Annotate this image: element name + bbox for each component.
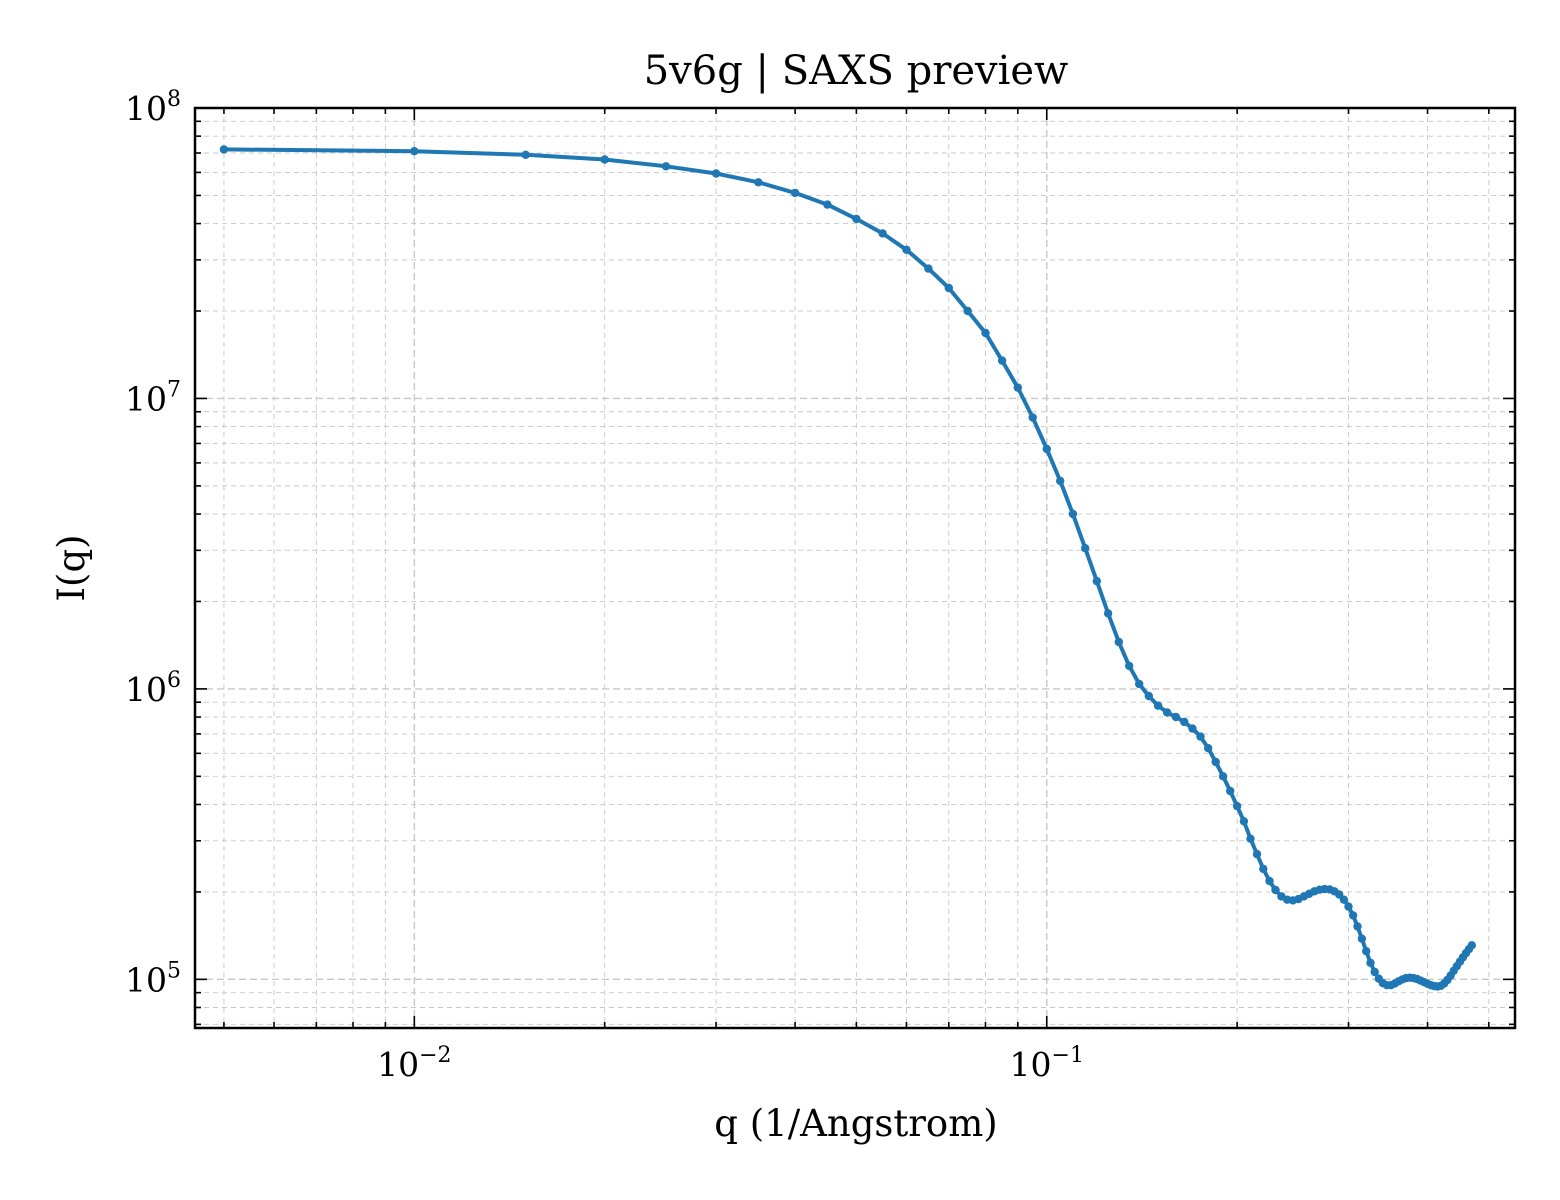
data-point bbox=[1056, 476, 1065, 486]
data-point bbox=[1013, 383, 1022, 392]
data-point bbox=[1265, 876, 1274, 886]
chart-title: 5v6g | SAXS preview bbox=[644, 48, 1069, 94]
data-point bbox=[1357, 934, 1367, 943]
x-tick-label: 10−2 bbox=[377, 1043, 451, 1084]
data-point bbox=[1467, 941, 1477, 950]
data-point bbox=[1218, 772, 1228, 781]
data-point bbox=[1271, 885, 1280, 895]
data-point bbox=[878, 229, 887, 238]
data-point bbox=[1042, 444, 1052, 454]
data-point bbox=[963, 306, 972, 316]
data-point bbox=[410, 147, 419, 156]
x-axis-label: q (1/Angstrom) bbox=[714, 1102, 997, 1145]
data-point bbox=[1068, 509, 1078, 519]
data-point bbox=[661, 162, 671, 171]
data-point bbox=[1239, 817, 1249, 826]
y-tick-label: 106 bbox=[125, 668, 181, 709]
data-point bbox=[1348, 911, 1358, 920]
data-point bbox=[1196, 732, 1205, 741]
data-point bbox=[1370, 967, 1379, 977]
data-point bbox=[1204, 744, 1213, 753]
axis-ticks bbox=[195, 107, 1515, 1028]
data-point bbox=[1135, 679, 1144, 689]
data-point bbox=[823, 200, 832, 209]
data-point bbox=[1028, 413, 1037, 422]
data-point bbox=[1232, 801, 1242, 811]
data-point bbox=[1171, 712, 1181, 722]
data-point bbox=[1344, 902, 1353, 911]
data-point bbox=[754, 178, 763, 187]
data-point bbox=[219, 145, 229, 154]
data-point bbox=[1180, 717, 1189, 727]
y-tick-label: 107 bbox=[125, 377, 181, 418]
data-point bbox=[1211, 757, 1220, 767]
tick-labels: 10−2 10−1 105 106 107 108 bbox=[125, 87, 1084, 1084]
data-point bbox=[944, 283, 953, 293]
plot-frame bbox=[193, 106, 1517, 1030]
data-point bbox=[1188, 724, 1197, 733]
y-tick-label: 105 bbox=[125, 958, 181, 999]
data-point bbox=[711, 169, 721, 178]
data-point bbox=[1353, 922, 1362, 931]
data-point bbox=[1153, 701, 1163, 710]
data-point bbox=[1339, 895, 1349, 904]
data-point bbox=[1114, 637, 1124, 647]
data-point bbox=[1259, 864, 1268, 874]
series-layer bbox=[219, 145, 1477, 991]
data-point bbox=[1362, 947, 1371, 956]
data-point bbox=[1144, 691, 1154, 701]
data-point bbox=[1252, 849, 1262, 859]
data-point bbox=[902, 245, 911, 254]
y-tick-label: 108 bbox=[125, 87, 181, 128]
minor-gridlines bbox=[195, 108, 1515, 1028]
data-point bbox=[1226, 786, 1235, 796]
data-point bbox=[600, 155, 609, 164]
data-point bbox=[981, 328, 990, 338]
data-point bbox=[521, 150, 530, 159]
data-point bbox=[1366, 958, 1375, 967]
data-point bbox=[1162, 708, 1172, 717]
y-axis-label: I(q) bbox=[50, 534, 93, 601]
data-point bbox=[1081, 544, 1090, 553]
data-point bbox=[1125, 661, 1134, 671]
x-tick-label: 10−1 bbox=[1010, 1043, 1084, 1084]
data-point bbox=[997, 356, 1007, 365]
data-point bbox=[924, 264, 933, 273]
data-point bbox=[852, 214, 861, 224]
data-point bbox=[1246, 834, 1255, 843]
data-point bbox=[1103, 609, 1113, 618]
data-point bbox=[1092, 576, 1102, 586]
data-point bbox=[790, 188, 800, 198]
